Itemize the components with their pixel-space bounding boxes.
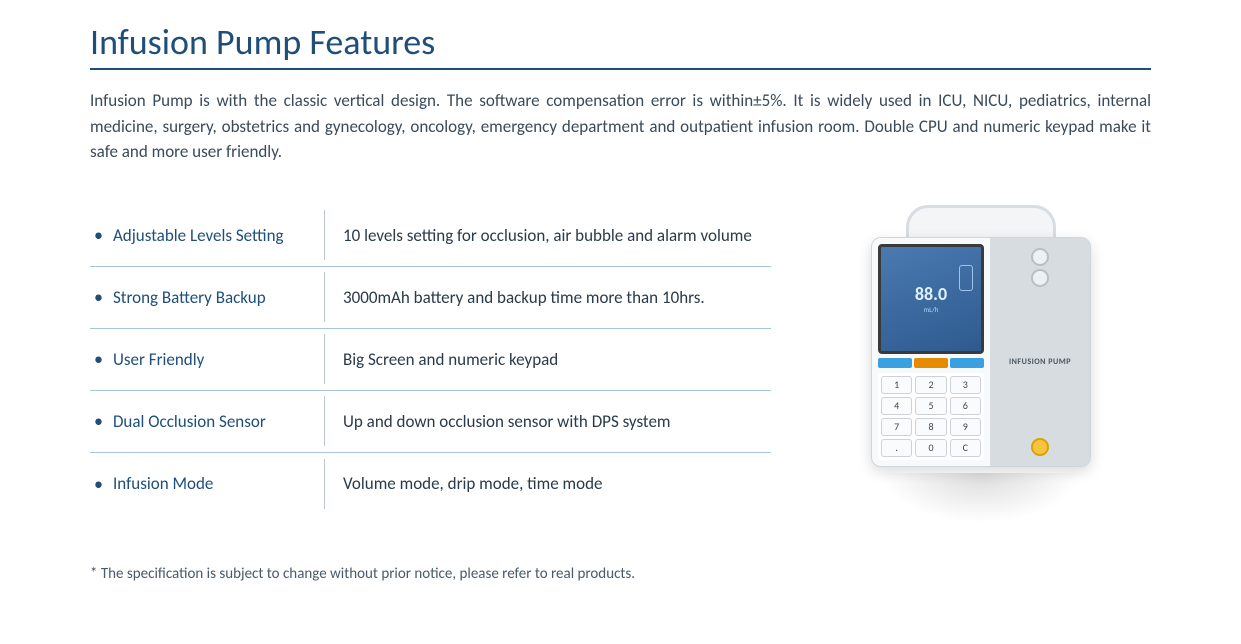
bullet-icon: • <box>94 350 103 368</box>
intro-paragraph: Infusion Pump is with the classic vertic… <box>90 88 1151 165</box>
bullet-icon: • <box>94 226 103 244</box>
device-soft-button <box>914 358 948 368</box>
keypad-key: 6 <box>950 397 981 415</box>
device-body: 88.0 mL/h 1 2 3 4 5 6 <box>871 237 1091 467</box>
device-reflection <box>881 473 1081 523</box>
page-title: Infusion Pump Features <box>90 20 1151 70</box>
device-button-strip <box>878 358 984 368</box>
device-screen: 88.0 mL/h <box>878 244 984 354</box>
feature-row: • Strong Battery Backup 3000mAh battery … <box>90 267 771 329</box>
feature-name-label: User Friendly <box>113 349 204 370</box>
device-knob-icon <box>1031 269 1049 287</box>
feature-name-cell: • Adjustable Levels Setting <box>90 210 325 260</box>
keypad-key: C <box>950 439 981 457</box>
drip-icon <box>959 265 973 291</box>
device-keypad: 1 2 3 4 5 6 7 8 9 . 0 C <box>878 373 984 460</box>
screen-unit: mL/h <box>924 305 939 314</box>
feature-desc-cell: Volume mode, drip mode, time mode <box>325 473 771 494</box>
device-knob-group <box>1031 438 1049 456</box>
feature-desc-cell: Up and down occlusion sensor with DPS sy… <box>325 411 771 432</box>
feature-name-cell: • Infusion Mode <box>90 459 325 509</box>
keypad-key: 9 <box>950 418 981 436</box>
feature-row: • Dual Occlusion Sensor Up and down occl… <box>90 391 771 453</box>
device-illustration: 88.0 mL/h 1 2 3 4 5 6 <box>871 205 1091 467</box>
content-row: • Adjustable Levels Setting 10 levels se… <box>90 205 1151 523</box>
feature-name-label: Dual Occlusion Sensor <box>113 411 266 432</box>
keypad-key: 4 <box>881 397 912 415</box>
screen-reading: 88.0 <box>915 283 947 305</box>
keypad-key: 1 <box>881 376 912 394</box>
feature-desc-cell: Big Screen and numeric keypad <box>325 349 771 370</box>
device-soft-button <box>878 358 912 368</box>
device-soft-button <box>950 358 984 368</box>
feature-name-label: Strong Battery Backup <box>113 287 266 308</box>
feature-name-cell: • User Friendly <box>90 334 325 384</box>
bullet-icon: • <box>94 475 103 493</box>
feature-desc-cell: 3000mAh battery and backup time more tha… <box>325 287 771 308</box>
device-knob-group <box>1031 248 1049 287</box>
keypad-key: 8 <box>915 418 946 436</box>
product-image: 88.0 mL/h 1 2 3 4 5 6 <box>811 205 1151 523</box>
footnote-text: * The specification is subject to change… <box>90 565 1151 583</box>
keypad-key: 5 <box>915 397 946 415</box>
bullet-icon: • <box>94 288 103 306</box>
bullet-icon: • <box>94 412 103 430</box>
device-knob-icon <box>1031 438 1049 456</box>
device-knob-icon <box>1031 248 1049 266</box>
features-table: • Adjustable Levels Setting 10 levels se… <box>90 205 771 515</box>
keypad-key: 0 <box>915 439 946 457</box>
device-side-panel: INFUSION PUMP <box>990 238 1090 466</box>
device-front-panel: 88.0 mL/h 1 2 3 4 5 6 <box>872 238 990 466</box>
keypad-key: 3 <box>950 376 981 394</box>
feature-desc-cell: 10 levels setting for occlusion, air bub… <box>325 225 771 246</box>
device-handle <box>906 205 1056 237</box>
feature-row: • Adjustable Levels Setting 10 levels se… <box>90 205 771 267</box>
device-side-label: INFUSION PUMP <box>1009 357 1071 367</box>
feature-name-cell: • Strong Battery Backup <box>90 272 325 322</box>
keypad-key: 7 <box>881 418 912 436</box>
feature-name-cell: • Dual Occlusion Sensor <box>90 396 325 446</box>
feature-row: • User Friendly Big Screen and numeric k… <box>90 329 771 391</box>
keypad-key: 2 <box>915 376 946 394</box>
feature-name-label: Infusion Mode <box>113 473 213 494</box>
feature-name-label: Adjustable Levels Setting <box>113 225 284 246</box>
feature-row: • Infusion Mode Volume mode, drip mode, … <box>90 453 771 515</box>
keypad-key: . <box>881 439 912 457</box>
